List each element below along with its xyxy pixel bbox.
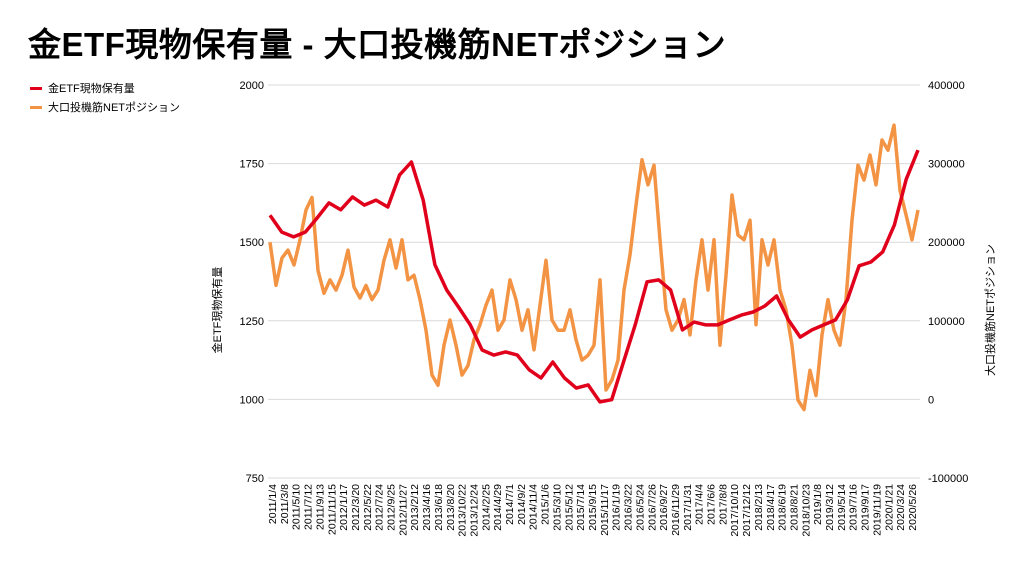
- y-axis-right-ticks: 400000 300000 200000 100000 0 -100000: [928, 80, 968, 485]
- x-tick-label: 2011/11/15: [326, 484, 338, 535]
- x-tick-label: 2012/11/27: [397, 484, 409, 536]
- x-tick-label: 2015/5/12: [563, 484, 575, 531]
- legend-swatch-net-position: [30, 105, 42, 109]
- y-left-tick-label: 750: [246, 473, 264, 485]
- x-tick-label: 2011/3/8: [279, 484, 291, 524]
- x-tick-label: 2014/2/25: [480, 484, 492, 531]
- y-right-tick-label: 400000: [928, 80, 965, 92]
- x-tick-label: 2017/4/4: [694, 484, 706, 525]
- y-left-tick-label: 1500: [240, 237, 264, 249]
- x-tick-label: 2019/9/17: [860, 484, 872, 531]
- x-tick-label: 2020/3/24: [895, 484, 907, 531]
- x-tick-label: 2011/1/4: [267, 484, 279, 524]
- y-right-tick-label: 100000: [928, 316, 965, 328]
- x-tick-label: 2015/9/15: [587, 484, 599, 531]
- x-tick-label: 2018/10/23: [800, 484, 812, 537]
- x-tick-label: 2019/3/12: [824, 484, 836, 531]
- x-tick-label: 2015/1/6: [540, 484, 552, 525]
- x-tick-label: 2011/7/12: [303, 484, 315, 530]
- x-tick-label: 2019/1/8: [812, 484, 824, 525]
- x-tick-label: 2014/11/4: [528, 484, 540, 530]
- y-right-tick-label: 300000: [928, 159, 965, 171]
- x-tick-label: 2012/1/17: [338, 484, 350, 531]
- series-line-gold-etf: [268, 149, 920, 404]
- x-tick-label: 2019/5/14: [836, 484, 848, 531]
- y-left-tick-label: 1000: [240, 394, 264, 406]
- y-right-tick-label: -100000: [928, 473, 968, 485]
- x-tick-label: 2017/12/12: [741, 484, 753, 537]
- x-tick-label: 2013/6/18: [433, 484, 445, 531]
- y-right-tick-label: 0: [928, 394, 934, 406]
- x-tick-label: 2019/11/19: [871, 484, 883, 536]
- gridlines: [268, 84, 920, 479]
- legend-label-net-position: 大口投機筋NETポジション: [48, 102, 180, 114]
- y-left-tick-label: 1250: [240, 316, 264, 328]
- x-tick-label: 2016/7/26: [646, 484, 658, 531]
- y-axis-left-ticks: 2000 1750 1500 1250 1000 750: [240, 80, 264, 485]
- x-axis-ticks: 2011/1/4 2011/3/8 2011/5/10 2011/7/12 2011/9…: [267, 484, 919, 537]
- x-tick-label: 2014/9/2: [516, 484, 528, 525]
- legend-item-net-position: 大口投機筋NETポジション: [30, 99, 180, 115]
- x-tick-label: 2017/6/6: [706, 484, 718, 525]
- legend-swatch-gold-etf: [30, 86, 42, 90]
- x-tick-label: 2012/9/25: [386, 484, 398, 531]
- x-tick-label: 2016/3/22: [623, 484, 635, 531]
- y-left-tick-label: 1750: [240, 159, 264, 171]
- x-tick-label: 2018/4/17: [765, 484, 777, 531]
- x-tick-label: 2013/2/12: [409, 484, 421, 531]
- y-left-tick-label: 2000: [240, 80, 264, 92]
- x-tick-label: 2018/6/19: [777, 484, 789, 531]
- x-tick-label: 2013/4/16: [421, 484, 433, 531]
- x-tick-label: 2011/9/13: [314, 484, 326, 530]
- x-tick-label: 2016/5/24: [634, 484, 646, 531]
- x-tick-label: 2014/4/29: [492, 484, 504, 531]
- legend-item-gold-etf: 金ETF現物保有量: [30, 80, 135, 96]
- x-tick-label: 2017/10/10: [729, 484, 741, 537]
- x-tick-label: 2011/5/10: [291, 484, 303, 530]
- x-tick-label: 2018/2/13: [753, 484, 765, 531]
- x-tick-label: 2015/3/10: [551, 484, 563, 531]
- x-tick-label: 2013/12/24: [468, 484, 480, 537]
- x-tick-label: 2015/11/17: [599, 484, 611, 536]
- x-tick-label: 2016/11/29: [670, 484, 682, 536]
- x-tick-label: 2015/7/14: [575, 484, 587, 531]
- chart-title: 金ETF現物保有量 - 大口投機筋NETポジション: [28, 26, 727, 63]
- legend-label-gold-etf: 金ETF現物保有量: [48, 83, 135, 95]
- x-tick-label: 2012/3/20: [350, 484, 362, 531]
- x-tick-label: 2016/1/19: [611, 484, 623, 531]
- x-tick-label: 2016/9/27: [658, 484, 670, 531]
- x-tick-label: 2020/5/26: [907, 484, 919, 531]
- x-tick-label: 2019/7/16: [848, 484, 860, 531]
- x-tick-label: 2012/7/24: [374, 484, 386, 531]
- x-tick-label: 2020/1/21: [883, 484, 895, 531]
- series-line-net-position: [268, 123, 920, 412]
- x-tick-label: 2012/5/22: [362, 484, 374, 531]
- x-tick-label: 2017/1/31: [682, 484, 694, 531]
- x-tick-label: 2013/10/22: [457, 484, 469, 537]
- x-tick-label: 2014/7/1: [504, 484, 516, 525]
- y-axis-left-title: 金ETF現物保有量: [210, 267, 224, 354]
- y-right-tick-label: 200000: [928, 237, 965, 249]
- x-tick-label: 2018/8/21: [788, 484, 800, 531]
- y-axis-right-title: 大口投機筋NETポジション: [983, 244, 997, 376]
- x-tick-label: 2013/8/20: [445, 484, 457, 531]
- x-tick-label: 2017/8/8: [717, 484, 729, 525]
